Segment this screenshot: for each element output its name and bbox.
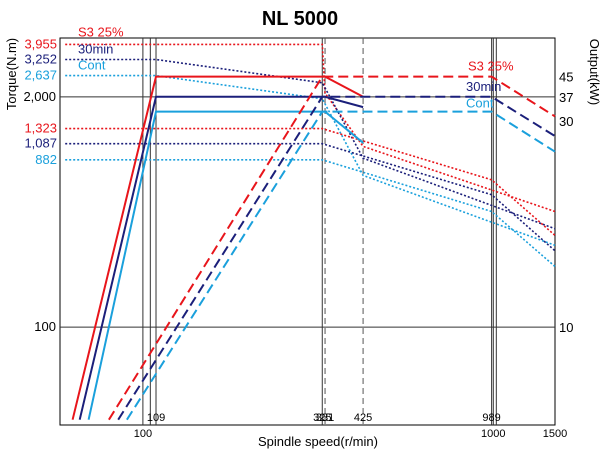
y2-axis-title: Output(kW) xyxy=(587,39,600,105)
torque-value-label: 3,955 xyxy=(24,36,57,51)
mode-label-cont-left: Cont xyxy=(78,58,106,73)
mode-label-s3-right: S3 25% xyxy=(468,59,514,74)
series-line-cont-dotted xyxy=(65,159,556,268)
output-tick-label: 45 xyxy=(559,70,573,85)
speed-marker-label: 109 xyxy=(147,412,165,424)
y-tick-label: 100 xyxy=(34,319,56,334)
y-tick-label: 2,000 xyxy=(23,89,56,104)
torque-value-label: 882 xyxy=(35,152,57,167)
speed-marker-label: 425 xyxy=(354,412,372,424)
mode-label-min30-left: 30min xyxy=(78,41,113,56)
speed-marker-label: 989 xyxy=(482,412,500,424)
torque-value-label: 2,637 xyxy=(24,68,57,83)
output-tick-label: 10 xyxy=(559,320,573,335)
speed-marker-label: 331 xyxy=(316,412,334,424)
series-line-min30-solid xyxy=(78,95,364,420)
series-line-s3-solid xyxy=(71,75,364,420)
mode-label-min30-right: 30min xyxy=(466,79,501,94)
series-line-min30-dashed xyxy=(117,95,556,421)
series-line-min30-dotted xyxy=(65,142,556,252)
x-axis-title: Spindle speed(r/min) xyxy=(258,434,378,449)
speed-marker-label: 325 xyxy=(313,412,331,424)
torque-value-label: 3,252 xyxy=(24,51,57,66)
output-tick-label: 30 xyxy=(559,114,573,129)
y-axis-title: Torque(N.m) xyxy=(4,38,19,110)
chart-title: NL 5000 xyxy=(262,8,338,30)
series-layer xyxy=(65,43,556,421)
series-line-s3-dotted xyxy=(65,127,556,237)
output-tick-label: 37 xyxy=(559,90,573,105)
series-line-min30-dotted xyxy=(65,58,556,230)
series-line-cont-dotted xyxy=(65,74,556,247)
x-tick-label: 1500 xyxy=(543,428,567,440)
torque-value-label: 1,087 xyxy=(24,136,57,151)
x-tick-label: 100 xyxy=(134,428,152,440)
mode-label-s3-left: S3 25% xyxy=(78,24,124,39)
series-line-s3-dashed xyxy=(108,75,556,421)
torque-value-label: 1,323 xyxy=(24,121,57,136)
plot-frame xyxy=(59,37,556,426)
mode-label-cont-right: Cont xyxy=(466,96,494,111)
series-line-cont-solid xyxy=(87,110,364,420)
x-tick-label: 1000 xyxy=(481,428,505,440)
series-line-cont-dashed xyxy=(126,110,556,421)
series-line-s3-dotted xyxy=(65,43,556,213)
